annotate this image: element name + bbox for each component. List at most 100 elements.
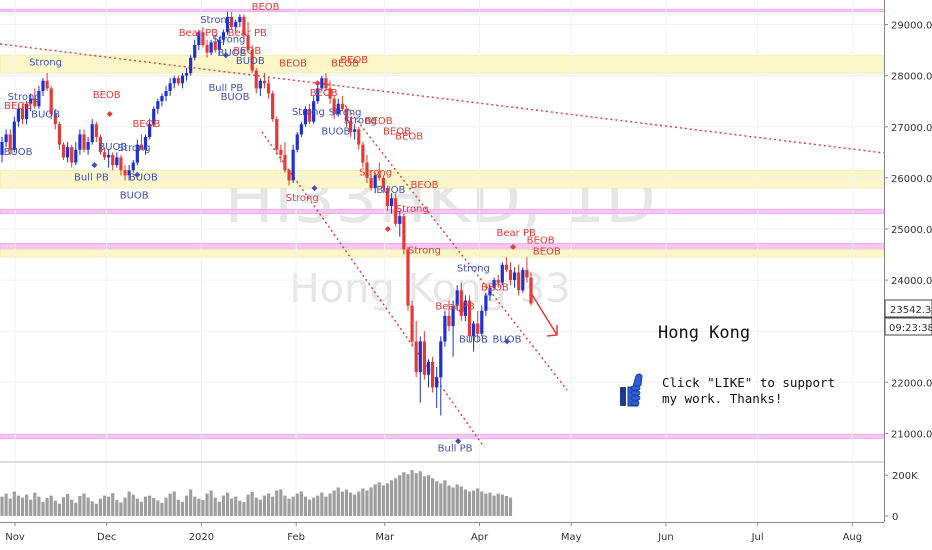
volume-bar bbox=[98, 498, 103, 516]
candle-body bbox=[361, 144, 365, 163]
volume-bar bbox=[439, 483, 443, 516]
candles bbox=[0, 11, 533, 416]
candle-body bbox=[271, 93, 275, 120]
candle-body bbox=[41, 80, 45, 91]
volume-bar bbox=[254, 497, 258, 516]
zone-pink bbox=[0, 242, 885, 250]
candle-body bbox=[98, 136, 103, 153]
candle-body bbox=[529, 277, 533, 304]
candle-body bbox=[312, 101, 316, 122]
volume-bar bbox=[234, 496, 238, 516]
candle-body bbox=[86, 142, 90, 150]
candle-body bbox=[418, 341, 422, 373]
candle-body bbox=[369, 177, 373, 189]
candle-body bbox=[258, 80, 262, 89]
candle-body bbox=[139, 144, 144, 150]
candle-body bbox=[508, 269, 513, 281]
signal-label-sell: BEOB bbox=[481, 282, 509, 293]
volume-bar bbox=[406, 474, 410, 516]
volume-bar bbox=[225, 492, 230, 516]
note-title: Hong Kong bbox=[658, 323, 750, 343]
signal-label-buy: BUOB bbox=[218, 48, 247, 59]
candle-body bbox=[184, 73, 189, 76]
volume-bar bbox=[57, 503, 62, 516]
buy-marker bbox=[504, 338, 511, 345]
candle-body bbox=[512, 272, 517, 281]
candle-body bbox=[246, 34, 250, 51]
signal-label-buy: BUOB bbox=[31, 110, 60, 121]
note-like-line2: my work. Thanks! bbox=[662, 391, 782, 406]
volume-bar bbox=[143, 496, 148, 516]
candle-body bbox=[381, 177, 385, 189]
volume-bar bbox=[217, 501, 221, 516]
zone-pink bbox=[0, 434, 885, 439]
volume-bar bbox=[37, 496, 41, 516]
candle-body bbox=[385, 188, 390, 206]
volume-bars bbox=[0, 470, 513, 516]
candle-body bbox=[53, 113, 57, 125]
sell-marker bbox=[458, 307, 465, 314]
candle-body bbox=[16, 108, 21, 122]
candle-body bbox=[213, 42, 217, 51]
volume-tick-label: 200K bbox=[892, 471, 918, 482]
volume-bar bbox=[66, 493, 70, 516]
x-tick-label: Jun bbox=[657, 532, 674, 543]
candle-body bbox=[348, 121, 353, 132]
candle-body bbox=[111, 154, 115, 166]
buy-marker bbox=[455, 438, 462, 445]
volume-bar bbox=[455, 484, 459, 516]
candle-body bbox=[365, 162, 369, 178]
candle-body bbox=[332, 98, 336, 114]
volume-bar bbox=[394, 478, 398, 516]
volume-bar bbox=[471, 490, 476, 516]
chart-notes: Hong Kong Click "LIKE" to support my wor… bbox=[620, 323, 835, 407]
candle-body bbox=[287, 170, 291, 181]
candle-body bbox=[37, 90, 41, 107]
volume-bar bbox=[504, 496, 508, 516]
volume-bar bbox=[459, 486, 463, 516]
volume-bar bbox=[152, 498, 156, 516]
volume-bar bbox=[275, 490, 279, 516]
volume-bar bbox=[312, 497, 316, 516]
candle-body bbox=[29, 98, 33, 104]
candle-body bbox=[102, 152, 107, 158]
volume-bar bbox=[29, 499, 33, 516]
candle-body bbox=[217, 39, 221, 51]
candle-body bbox=[283, 154, 287, 171]
candle-body bbox=[8, 134, 12, 150]
volume-bar bbox=[332, 490, 336, 516]
signal-label-buy: Strong bbox=[212, 34, 245, 45]
candle-body bbox=[131, 162, 135, 171]
x-tick-label: Nov bbox=[5, 532, 25, 543]
signal-label-buy: Strong bbox=[29, 57, 62, 68]
volume-bar bbox=[287, 498, 291, 516]
volume-bar bbox=[61, 497, 66, 516]
volume-bar bbox=[213, 497, 217, 516]
volume-bar bbox=[271, 496, 275, 516]
candle-body bbox=[455, 290, 459, 306]
signal-label-buy: Strong bbox=[118, 143, 151, 154]
x-tick-label: May bbox=[561, 532, 582, 543]
trendline-channel-bottom bbox=[261, 131, 485, 448]
y-tick-label: 21000.0 bbox=[891, 429, 932, 440]
y-tick-label: 26000.0 bbox=[891, 174, 932, 185]
last-price-badge bbox=[884, 299, 932, 318]
sell-marker bbox=[384, 225, 391, 232]
candle-body bbox=[463, 300, 467, 316]
candle-body bbox=[402, 216, 406, 250]
candle-body bbox=[443, 315, 447, 342]
volume-bar bbox=[0, 496, 4, 516]
volume-bar bbox=[25, 494, 29, 516]
volume-bar bbox=[49, 495, 53, 516]
volume-bar bbox=[467, 491, 472, 516]
thumbs-up-icon bbox=[620, 373, 643, 407]
trendline-channel-top bbox=[344, 104, 568, 391]
candle-body bbox=[492, 280, 496, 288]
volume-bar bbox=[488, 492, 492, 516]
candle-body bbox=[459, 290, 463, 316]
candle-body bbox=[20, 108, 25, 120]
candle-body bbox=[127, 170, 131, 176]
volume-bar bbox=[180, 501, 185, 516]
buy-marker bbox=[91, 162, 98, 169]
candle-body bbox=[488, 287, 492, 296]
